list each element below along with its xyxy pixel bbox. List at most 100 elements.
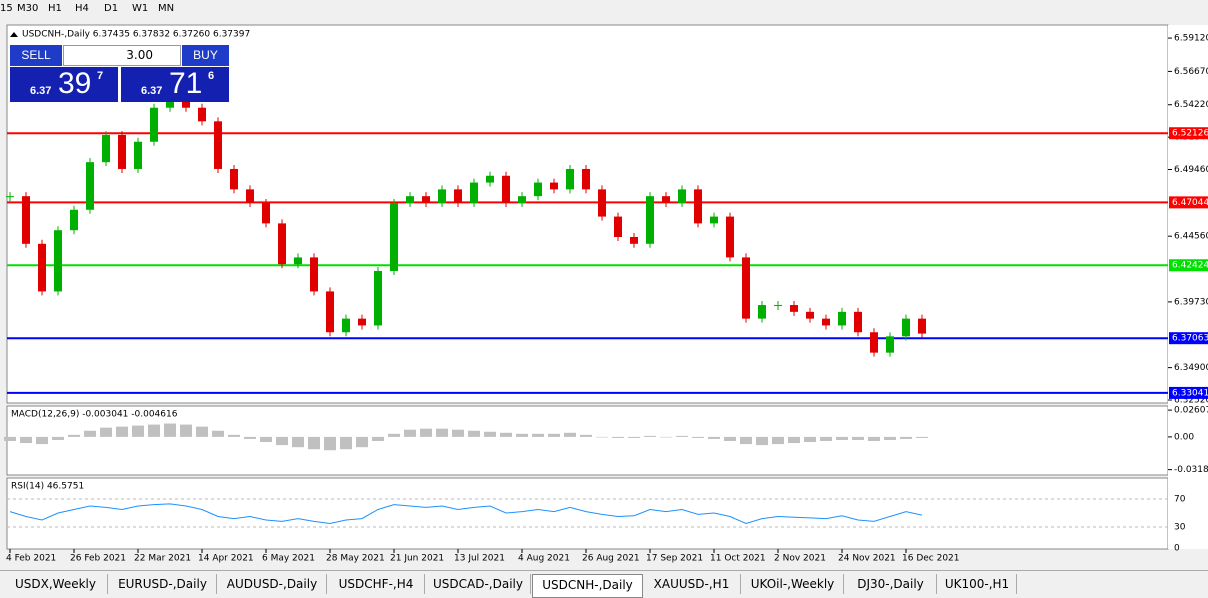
macd-bar <box>52 436 64 440</box>
candle <box>86 162 94 210</box>
macd-bar <box>564 432 576 437</box>
candle <box>742 257 750 319</box>
candle <box>54 230 62 292</box>
y-tick-label: 6.32520 <box>1174 396 1208 406</box>
macd-bar <box>20 436 32 444</box>
macd-bar <box>468 430 480 437</box>
macd-bar <box>804 436 816 443</box>
y-tick-label: 0 <box>1174 544 1180 554</box>
macd-bar <box>84 430 96 437</box>
candle <box>38 243 46 292</box>
chart-title: USDCNH-,Daily 6.37435 6.37832 6.37260 6.… <box>22 30 250 40</box>
candle <box>502 175 510 203</box>
sell-button[interactable]: SELL <box>10 45 62 66</box>
chart-tab[interactable]: USDX,Weekly <box>4 574 108 594</box>
candle <box>710 216 718 224</box>
x-tick-label: 11 Oct 2021 <box>710 554 766 564</box>
macd-bar <box>644 435 656 437</box>
macd-bar <box>868 436 880 442</box>
ask-point: 6 <box>208 70 215 82</box>
macd-bar <box>516 433 528 437</box>
candle <box>310 257 318 292</box>
candle <box>630 236 638 244</box>
candle <box>838 311 846 326</box>
candle <box>790 305 798 312</box>
timeframe-button[interactable]: 15 <box>0 3 13 14</box>
chart: USDCNH-,Daily 6.37435 6.37832 6.37260 6.… <box>4 24 1208 564</box>
macd-bar <box>388 433 400 437</box>
macd-bar <box>196 426 208 437</box>
macd-bar <box>308 436 320 450</box>
macd-bar <box>548 433 560 437</box>
chart-tab[interactable]: USDCHF-,H4 <box>328 574 425 594</box>
ask-box[interactable]: 6.37 71 6 <box>121 67 229 102</box>
candle <box>278 223 286 265</box>
macd-bar <box>612 436 624 438</box>
level-tag <box>1169 259 1208 272</box>
macd-bar <box>404 429 416 437</box>
candle <box>102 134 110 163</box>
candle <box>294 257 302 265</box>
chart-tab[interactable]: UKOil-,Weekly <box>742 574 844 594</box>
timeframe-button[interactable]: M30 <box>17 3 39 14</box>
candle <box>534 182 542 197</box>
macd-bar <box>532 433 544 437</box>
timeframe-button[interactable]: H1 <box>48 3 62 14</box>
candle <box>518 196 526 203</box>
chart-tab[interactable]: XAUUSD-,H1 <box>643 574 741 594</box>
macd-bar <box>100 427 112 437</box>
y-tick-label: 6.39730 <box>1174 297 1208 307</box>
rsi-label: RSI(14) 46.5751 <box>11 482 84 492</box>
macd-bar <box>244 436 256 439</box>
candle <box>854 311 862 333</box>
chart-tab[interactable]: USDCNH-,Daily <box>532 574 643 598</box>
x-tick-label: 21 Jun 2021 <box>390 554 444 564</box>
y-tick-label: 30 <box>1174 523 1186 533</box>
y-tick-label: 6.54220 <box>1174 100 1208 110</box>
timeframe-button[interactable]: D1 <box>104 3 119 14</box>
timeframe-button[interactable]: H4 <box>75 3 89 14</box>
chart-tab[interactable]: UK100-,H1 <box>938 574 1017 594</box>
candle <box>694 189 702 224</box>
macd-bar <box>740 436 752 445</box>
chart-tab[interactable]: AUDUSD-,Daily <box>218 574 327 594</box>
macd-bar <box>884 436 896 440</box>
rsi-line <box>9 503 923 525</box>
candle <box>806 311 814 319</box>
macd-bar <box>340 436 352 450</box>
x-tick-label: 2 Nov 2021 <box>774 554 826 564</box>
bid-point: 7 <box>97 70 104 82</box>
chart-tab[interactable]: EURUSD-,Daily <box>109 574 217 594</box>
x-tick-label: 4 Aug 2021 <box>518 554 570 564</box>
chart-tab[interactable]: USDCAD-,Daily <box>426 574 531 594</box>
candle <box>614 216 622 237</box>
y-tick-label: 0.00 <box>1174 432 1194 442</box>
y-tick-label: 6.34900 <box>1174 363 1208 373</box>
level-label: 6.52126 <box>1172 129 1208 139</box>
macd-bar <box>676 435 688 437</box>
buy-button[interactable]: BUY <box>182 45 229 66</box>
macd-bar <box>756 436 768 446</box>
timeframe-button[interactable]: W1 <box>132 3 149 14</box>
chart-tab[interactable]: DJ30-,Daily <box>845 574 937 594</box>
timeframe-button[interactable]: MN <box>158 3 175 14</box>
candle <box>566 168 574 190</box>
x-tick-label: 16 Dec 2021 <box>902 554 960 564</box>
volume-input[interactable]: 3.00 <box>63 45 181 66</box>
candle <box>358 318 366 326</box>
y-tick-label: 6.59120 <box>1174 34 1208 44</box>
macd-bar <box>228 434 240 437</box>
macd-bar <box>724 436 736 442</box>
macd-bar <box>420 428 432 437</box>
price-axis <box>1168 25 1208 549</box>
candle <box>134 141 142 169</box>
candle <box>918 318 926 334</box>
collapse-icon[interactable] <box>10 32 18 37</box>
macd-bar <box>852 436 864 440</box>
bid-box[interactable]: 6.37 39 7 <box>10 67 118 102</box>
candle <box>198 107 206 122</box>
macd-bar <box>260 436 272 443</box>
macd-bar <box>148 424 160 437</box>
x-tick-label: 24 Nov 2021 <box>838 554 896 564</box>
